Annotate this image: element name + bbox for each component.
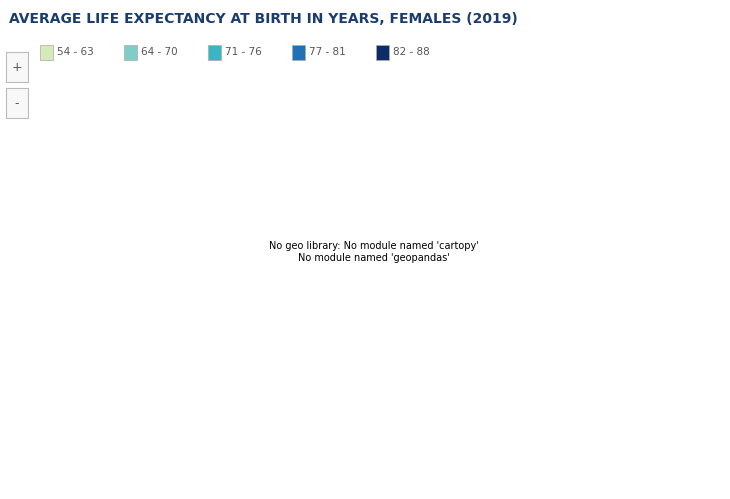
Text: +: + <box>12 61 22 74</box>
Text: No geo library: No module named 'cartopy'
No module named 'geopandas': No geo library: No module named 'cartopy… <box>269 241 479 263</box>
Text: 54 - 63: 54 - 63 <box>57 47 93 57</box>
Text: -: - <box>15 97 19 110</box>
Text: AVERAGE LIFE EXPECTANCY AT BIRTH IN YEARS, FEMALES (2019): AVERAGE LIFE EXPECTANCY AT BIRTH IN YEAR… <box>9 12 518 26</box>
Text: 82 - 88: 82 - 88 <box>393 47 429 57</box>
Text: 64 - 70: 64 - 70 <box>141 47 177 57</box>
Text: 77 - 81: 77 - 81 <box>309 47 345 57</box>
Text: 71 - 76: 71 - 76 <box>225 47 261 57</box>
